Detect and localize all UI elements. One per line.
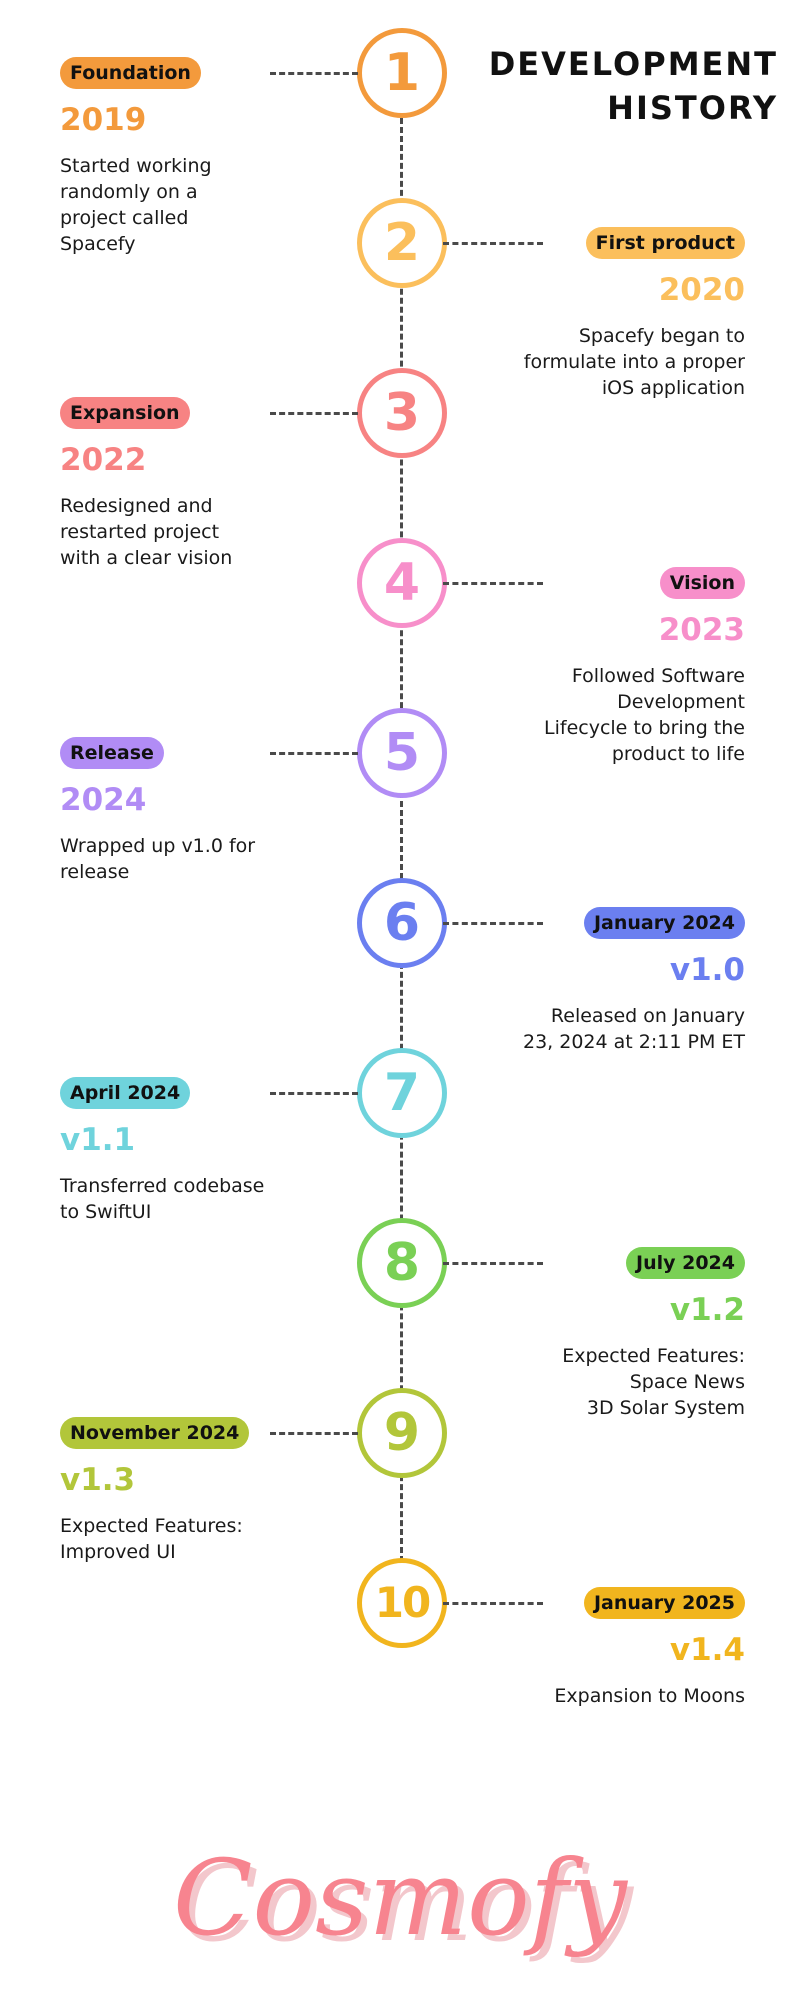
milestone-tag-badge: January 2025 [583,1587,745,1619]
milestone-number-circle: 5 [357,708,447,798]
milestone-tag-badge: July 2024 [626,1247,745,1279]
logo-wordmark: Cosmofy [173,1837,628,1959]
milestone-number-circle: 10 [357,1558,447,1648]
milestone-description: Started working randomly on a project ca… [60,155,212,255]
milestone-heading: 2023 [658,612,745,648]
milestone-number-circle: 7 [357,1048,447,1138]
milestone-tag-badge: Vision [659,567,745,599]
milestone-number-circle: 4 [357,538,447,628]
page-title-line-1: DEVELOPMENT [488,45,778,83]
milestone-number-circle: 1 [357,28,447,118]
milestone-tag-badge: Expansion [60,397,190,429]
milestone-heading: v1.1 [60,1122,136,1158]
milestone-description: Expansion to Moons [554,1685,745,1707]
milestone-tag-badge: November 2024 [60,1417,250,1449]
milestone-heading: 2024 [60,782,147,818]
milestone-number-circle: 6 [357,878,447,968]
milestone-heading: v1.3 [60,1462,136,1498]
milestone-number-circle: 2 [357,198,447,288]
cosmofy-logo: Cosmofy Cosmofy [173,1837,634,1965]
milestone-description: Transferred codebase to SwiftUI [60,1175,265,1223]
milestone-description: Followed Software Development Lifecycle … [544,665,745,765]
milestone-heading: v1.2 [669,1292,745,1328]
milestone-connector [443,922,543,925]
milestone-connector [443,1262,543,1265]
milestone-heading: v1.4 [669,1632,745,1668]
milestone-connector [270,412,358,415]
milestone-description: Expected Features: Improved UI [60,1515,243,1563]
milestone-connector [443,582,543,585]
milestone-connector [443,242,543,245]
milestone-heading: v1.0 [669,952,745,988]
logo-wordmark-shadow: Cosmofy [179,1843,634,1965]
milestone-connector [270,1432,358,1435]
milestone-number-circle: 3 [357,368,447,458]
milestone-tag-badge: Foundation [60,57,201,89]
milestone-description: Wrapped up v1.0 for release [60,835,256,883]
milestone-connector [270,72,358,75]
milestone-connector [270,752,358,755]
milestone-tag-badge: January 2024 [583,907,745,939]
milestone-tag-badge: April 2024 [60,1077,191,1109]
milestone-number-circle: 8 [357,1218,447,1308]
milestone-description: Spacefy began to formulate into a proper… [523,325,745,399]
milestone-connector [270,1092,358,1095]
page-title-line-2: HISTORY [607,89,778,127]
milestone-connector [443,1602,543,1605]
milestone-description: Released on January 23, 2024 at 2:11 PM … [523,1005,745,1053]
page-title: DEVELOPMENT HISTORY [489,42,778,130]
milestone-number-circle: 9 [357,1388,447,1478]
milestone-tag-badge: First product [585,227,745,259]
milestone-heading: 2020 [658,272,745,308]
milestone-description: Expected Features: Space News 3D Solar S… [562,1345,745,1419]
milestone-heading: 2022 [60,442,147,478]
timeline-spine [400,100,403,1580]
milestone-heading: 2019 [60,102,147,138]
milestone-tag-badge: Release [60,737,164,769]
milestone-description: Redesigned and restarted project with a … [60,495,233,569]
